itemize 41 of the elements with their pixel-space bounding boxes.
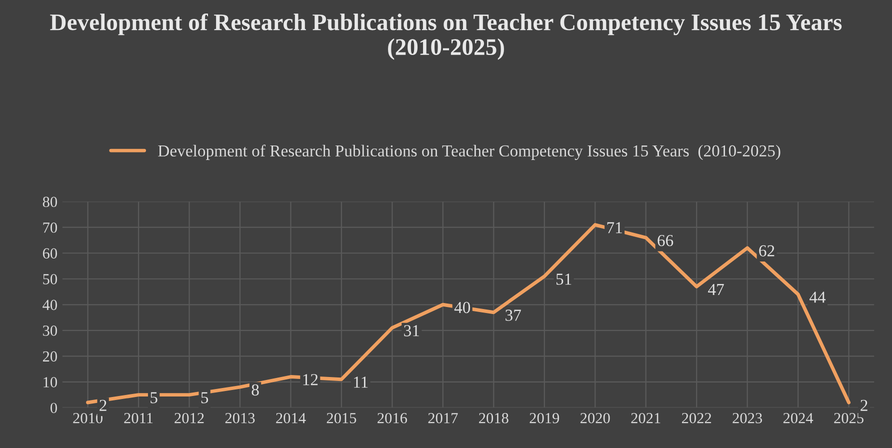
x-tick-label: 2015 [326, 412, 356, 424]
data-label: 12 [303, 374, 318, 386]
x-tick-label: 2014 [276, 412, 306, 424]
chart-title: Development of Research Publications on Teacher Competency Issues 15 Years (2010-2025) [50, 13, 842, 60]
data-label: 47 [708, 284, 724, 295]
x-tick-label: 2024 [783, 412, 814, 424]
x-tick-label: 2019 [530, 412, 560, 424]
x-tick-label: 2016 [378, 412, 408, 424]
x-tick-label: 2013 [225, 412, 255, 424]
x-tick-label: 2011 [124, 412, 153, 424]
y-tick-label: 60 [42, 248, 57, 259]
y-tick-label: 10 [44, 377, 57, 388]
x-tick-label: 2022 [682, 412, 712, 424]
data-label: 51 [556, 274, 572, 285]
y-tick-label: 20 [42, 351, 57, 362]
x-tick-label: 2017 [428, 412, 458, 424]
data-label: 62 [759, 245, 774, 256]
data-label: 11 [354, 376, 368, 388]
data-label: 37 [506, 310, 521, 321]
data-label: 2 [860, 400, 868, 411]
data-label: 31 [404, 325, 419, 336]
data-label: 44 [810, 292, 826, 303]
data-label: 40 [454, 302, 470, 314]
y-tick-label: 40 [42, 300, 57, 310]
data-label: 71 [607, 222, 622, 234]
y-tick-label: 80 [42, 196, 57, 208]
data-label: 8 [252, 384, 259, 396]
y-tick-label: 0 [50, 402, 57, 414]
y-tick-label: 50 [43, 274, 57, 284]
data-label: 2 [100, 400, 106, 411]
data-label: 5 [150, 392, 158, 404]
data-label: 66 [658, 234, 674, 246]
y-tick-label: 30 [43, 326, 57, 336]
x-tick-label: 2021 [631, 412, 660, 424]
x-tick-label: 2018 [479, 412, 508, 424]
legend-label: Development of Research Publications on Teacher Competency Issues 15 Years (2010-2025) [158, 144, 780, 160]
x-tick-label: 2012 [174, 412, 204, 424]
data-label: 5 [201, 392, 208, 404]
x-tick-label: 2020 [580, 412, 610, 424]
x-tick-label: 2023 [732, 412, 762, 424]
y-tick-label: 70 [43, 222, 57, 233]
